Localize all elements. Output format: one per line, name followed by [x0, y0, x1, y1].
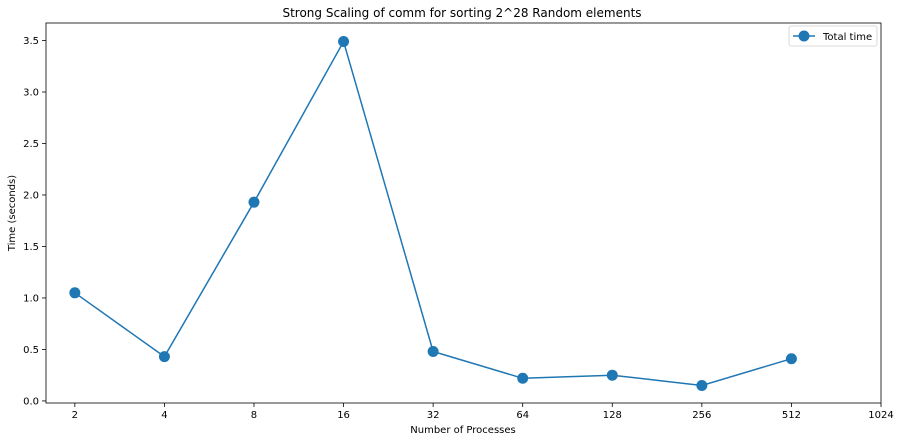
data-point — [606, 369, 618, 381]
series-layer — [69, 36, 797, 391]
x-tick-label: 16 — [337, 410, 350, 421]
data-point — [517, 372, 529, 384]
plot-area — [45, 22, 882, 404]
x-tick-label: 8 — [251, 410, 257, 421]
y-tick-label: 2.5 — [23, 139, 39, 150]
x-axis: 2 4 8 16 32 64 128 256 512 1024 — [72, 403, 894, 421]
data-point — [696, 379, 708, 391]
y-tick-label: 0.0 — [23, 396, 39, 407]
y-tick-label: 1.0 — [23, 293, 39, 304]
y-tick-label: 0.5 — [23, 345, 39, 356]
data-point — [69, 287, 81, 299]
y-tick-label: 2.0 — [23, 190, 39, 201]
data-point — [338, 36, 350, 48]
legend-box — [788, 25, 878, 47]
x-tick-label: 32 — [427, 410, 440, 421]
y-axis: 0.0 0.5 1.0 1.5 2.0 2.5 3.0 3.5 — [23, 36, 46, 407]
data-point — [158, 351, 170, 363]
legend-entry-total-time: Total time — [822, 32, 872, 43]
x-tick-label: 512 — [782, 410, 801, 421]
x-tick-label: 128 — [603, 410, 622, 421]
x-tick-label: 256 — [692, 410, 711, 421]
y-tick-label: 3.5 — [23, 36, 39, 47]
legend: Total time — [788, 25, 878, 47]
y-tick-label: 1.5 — [23, 242, 39, 253]
x-tick-label: 2 — [72, 410, 78, 421]
chart-title: Strong Scaling of comm for sorting 2^28 … — [282, 6, 641, 20]
data-point — [248, 196, 260, 208]
x-tick-label: 4 — [161, 410, 167, 421]
x-tick-label: 1024 — [868, 410, 893, 421]
data-point — [427, 346, 439, 358]
legend-marker-icon — [798, 30, 810, 42]
x-axis-label: Number of Processes — [410, 425, 515, 436]
x-tick-label: 64 — [516, 410, 529, 421]
data-point — [785, 353, 797, 365]
y-axis-label: Time (seconds) — [7, 175, 18, 252]
y-tick-label: 3.0 — [23, 87, 39, 98]
